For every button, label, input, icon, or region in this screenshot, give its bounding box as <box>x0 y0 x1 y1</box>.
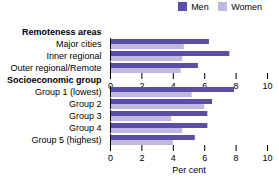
svg-text:Group 4: Group 4 <box>69 123 102 133</box>
svg-text:10: 10 <box>262 81 272 91</box>
svg-text:Group 2: Group 2 <box>69 99 102 109</box>
svg-text:4: 4 <box>170 80 176 91</box>
svg-text:8: 8 <box>234 153 239 163</box>
svg-text:8: 8 <box>234 81 239 91</box>
svg-text:Remoteness areas: Remoteness areas <box>22 27 102 37</box>
svg-text:6: 6 <box>202 80 208 91</box>
svg-text:6: 6 <box>202 153 207 163</box>
svg-text:Per cent: Per cent <box>172 165 206 175</box>
html-text:Women: Women <box>231 1 262 12</box>
svg-text:Group 5 (highest): Group 5 (highest) <box>31 135 101 145</box>
svg-text:Inner regional: Inner regional <box>46 51 101 61</box>
svg-text:Group 3: Group 3 <box>69 111 102 121</box>
svg-text:2: 2 <box>139 153 144 163</box>
svg-text:Outer regional/Remote: Outer regional/Remote <box>10 63 101 73</box>
svg-text:4: 4 <box>171 153 176 163</box>
html-text:Men: Men <box>191 1 209 12</box>
svg-text:Group 1 (lowest): Group 1 (lowest) <box>35 87 102 97</box>
svg-text:0: 0 <box>108 153 113 163</box>
svg-text:0: 0 <box>108 80 113 91</box>
svg-text:2: 2 <box>139 80 145 91</box>
svg-text:10: 10 <box>262 153 272 163</box>
svg-text:Socioeconomic group: Socioeconomic group <box>7 75 102 85</box>
svg-text:Major cities: Major cities <box>56 39 102 49</box>
